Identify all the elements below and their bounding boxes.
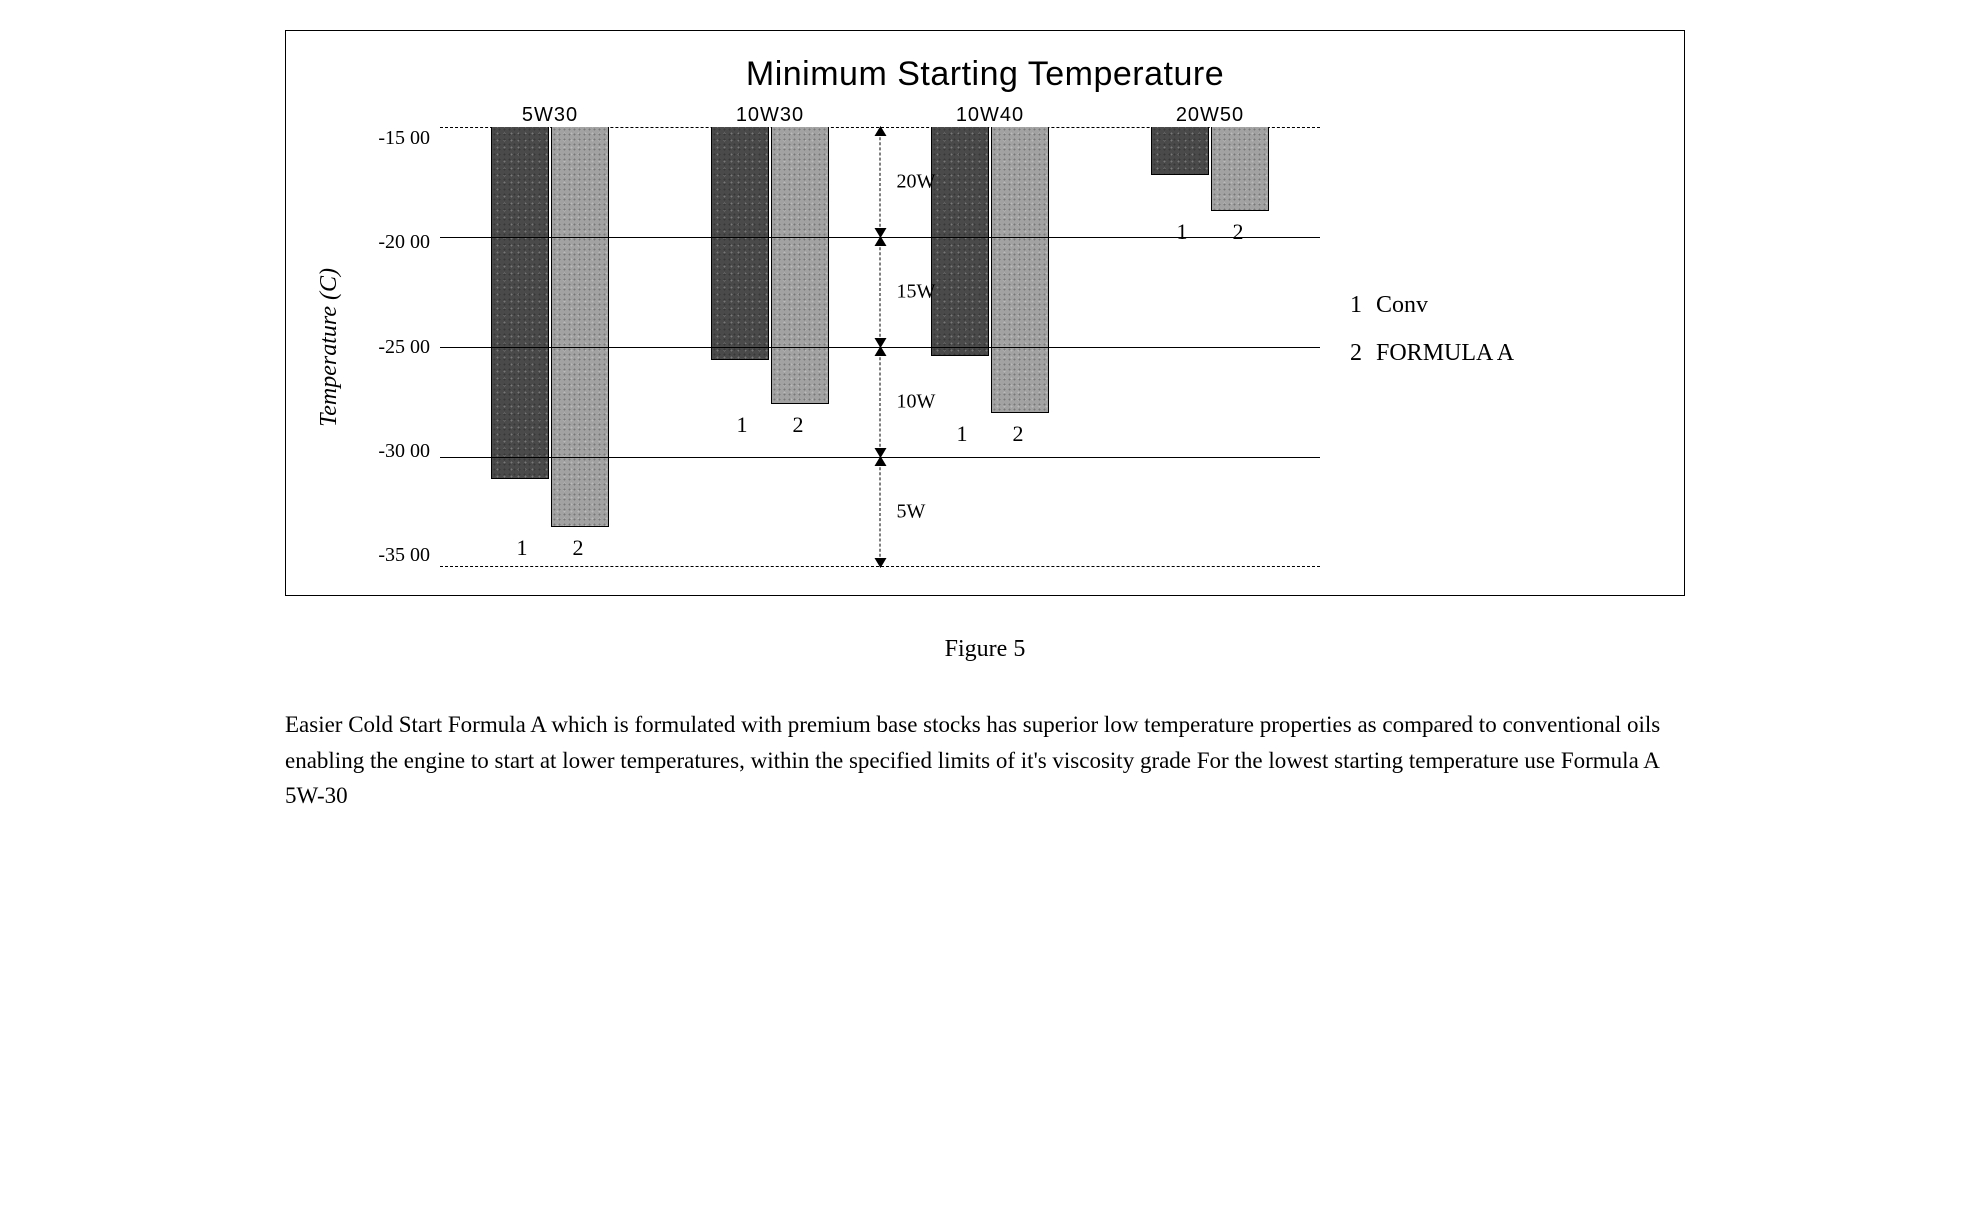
- pair-labels: 12: [1100, 219, 1320, 245]
- legend-text: FORMULA A: [1376, 340, 1514, 366]
- y-tick-label: -30 00: [342, 440, 430, 463]
- category-label: 10W30: [660, 104, 880, 127]
- pair-labels: 12: [880, 421, 1100, 447]
- legend: 1Conv2FORMULA A: [1350, 281, 1514, 377]
- legend-text: Conv: [1376, 292, 1428, 318]
- pair-label: 1: [714, 412, 770, 438]
- bar-conv: [491, 127, 549, 479]
- plot-area: 12121212 20W15W10W5W: [440, 127, 1320, 567]
- pair-label: 1: [1154, 219, 1210, 245]
- chart-frame: Minimum Starting Temperature 5W30 10W30 …: [285, 30, 1685, 596]
- legend-row: 2FORMULA A: [1350, 329, 1514, 377]
- bar-formula-a: [991, 127, 1049, 413]
- pair-label: 2: [770, 412, 826, 438]
- bar-formula-a: [771, 127, 829, 404]
- y-axis-ticks: -15 00 -20 00 -25 00 -30 00 -35 00: [342, 127, 440, 567]
- category-label: 10W40: [880, 104, 1100, 127]
- bar-formula-a: [551, 127, 609, 527]
- figure-container: Minimum Starting Temperature 5W30 10W30 …: [285, 30, 1685, 814]
- y-tick-label: -15 00: [342, 127, 430, 150]
- pair-labels: 12: [440, 535, 660, 561]
- y-axis-label: Temperature (C): [310, 268, 342, 427]
- category-label: 20W50: [1100, 104, 1320, 127]
- description-paragraph: Easier Cold Start Formula A which is for…: [285, 707, 1685, 814]
- y-tick-label: -25 00: [342, 336, 430, 359]
- pair-label: 1: [494, 535, 550, 561]
- pair-label: 2: [1210, 219, 1266, 245]
- y-tick-label: -20 00: [342, 231, 430, 254]
- y-tick-label: -35 00: [342, 544, 430, 567]
- legend-key: 2: [1350, 329, 1376, 377]
- legend-row: 1Conv: [1350, 281, 1514, 329]
- pair-label: 2: [550, 535, 606, 561]
- chart-body: 5W30 10W30 10W40 20W50 Temperature (C) -…: [310, 104, 1660, 567]
- pair-label: 1: [934, 421, 990, 447]
- bar-conv: [711, 127, 769, 360]
- gridline: [440, 237, 1320, 238]
- figure-caption: Figure 5: [285, 636, 1685, 663]
- pair-labels: 12: [660, 412, 880, 438]
- gridline: [440, 347, 1320, 348]
- gridline: [440, 457, 1320, 458]
- bar-conv: [1151, 127, 1209, 175]
- category-labels: 5W30 10W30 10W40 20W50: [440, 104, 1320, 127]
- pair-label: 2: [990, 421, 1046, 447]
- chart-title: Minimum Starting Temperature: [310, 55, 1660, 94]
- bar-formula-a: [1211, 127, 1269, 211]
- legend-key: 1: [1350, 281, 1376, 329]
- bar-conv: [931, 127, 989, 356]
- category-label: 5W30: [440, 104, 660, 127]
